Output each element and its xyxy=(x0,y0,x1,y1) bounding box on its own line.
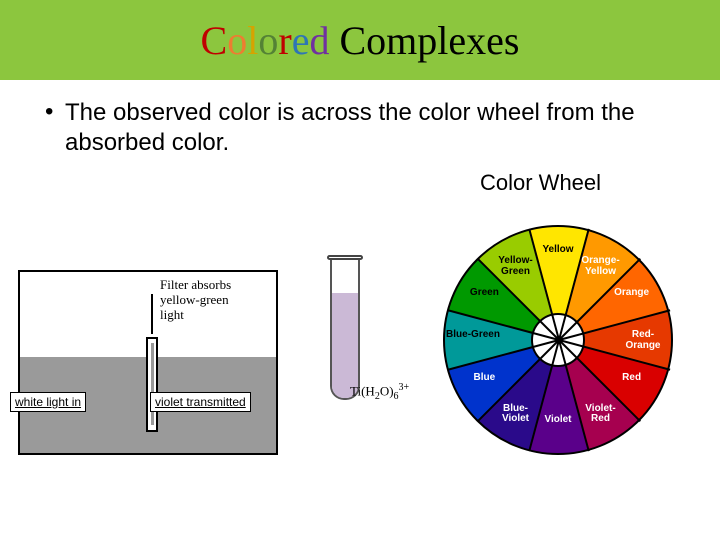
bullet-item: • The observed color is across the color… xyxy=(45,98,690,158)
test-tube xyxy=(315,255,375,445)
caption-violet-transmitted: violet transmitted xyxy=(150,392,251,412)
wheel-segment-label: Blue xyxy=(452,373,516,384)
wheel-segment-label: Orange-Yellow xyxy=(569,256,633,277)
title-char: r xyxy=(278,18,291,63)
title-char: d xyxy=(309,18,329,63)
filter-label: Filter absorbs yellow-green light xyxy=(160,278,231,323)
filter-label-line: yellow-green xyxy=(160,293,231,308)
filter-diagram: Filter absorbs yellow-green light xyxy=(18,270,278,455)
page-title: Colored Complexes xyxy=(201,17,520,64)
title-char: o xyxy=(258,18,278,63)
title-char: l xyxy=(247,18,258,63)
caption-white-light-in: white light in xyxy=(10,392,86,412)
wheel-segment-label: Blue-Violet xyxy=(484,404,548,425)
bullet-text: The observed color is across the color w… xyxy=(65,98,690,158)
color-wheel: YellowOrange-YellowOrangeRed-OrangeRedVi… xyxy=(408,205,708,505)
tube-formula: Ti(H2O)63+ xyxy=(350,382,409,402)
wheel-segment-label: Red xyxy=(600,373,664,384)
tube-body xyxy=(330,260,360,400)
title-char: e xyxy=(292,18,310,63)
color-wheel-heading: Color Wheel xyxy=(480,170,601,196)
title-char: o xyxy=(227,18,247,63)
wheel-segment-label: Yellow-Green xyxy=(484,256,548,277)
wheel-segment-label: Blue-Green xyxy=(441,330,505,341)
filter-pointer-line xyxy=(151,294,153,334)
wheel-segment-label: Green xyxy=(452,288,516,299)
title-char: C xyxy=(201,18,228,63)
wheel-segment-label: Red-Orange xyxy=(611,330,675,351)
header-band: Colored Complexes xyxy=(0,0,720,80)
bullet-dot-icon: • xyxy=(45,98,65,126)
wheel-segment-label: Orange xyxy=(600,288,664,299)
filter-slit xyxy=(146,337,158,432)
bullet-list: • The observed color is across the color… xyxy=(0,80,720,158)
wheel-segment-label: Yellow xyxy=(526,245,590,256)
filter-label-line: Filter absorbs xyxy=(160,278,231,293)
filter-label-line: light xyxy=(160,308,231,323)
title-rest: Complexes xyxy=(329,18,519,63)
